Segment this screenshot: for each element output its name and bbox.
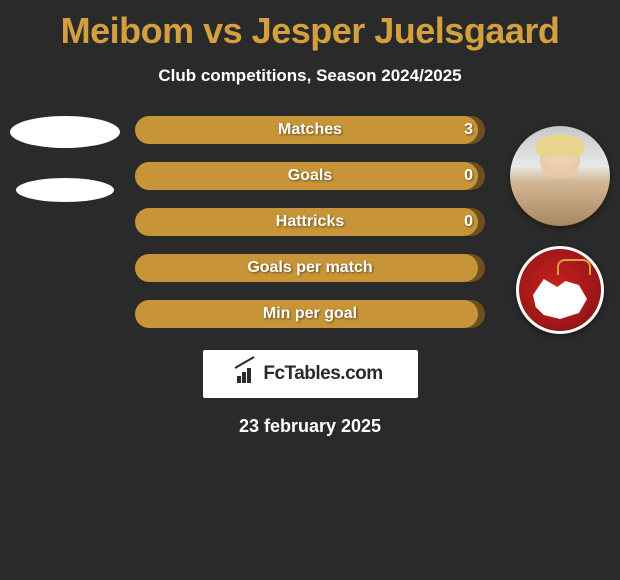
- left-player-column: [10, 116, 120, 202]
- page-title: Meibom vs Jesper Juelsgaard: [61, 10, 560, 52]
- stat-row-hattricks: Hattricks 0: [135, 208, 485, 236]
- left-club-badge-placeholder-icon: [16, 178, 114, 202]
- stat-row-matches: Matches 3: [135, 116, 485, 144]
- stat-label: Goals per match: [247, 259, 372, 277]
- stat-value-right: 0: [464, 213, 473, 231]
- comparison-area: Matches 3 Goals 0 Hattricks 0: [0, 116, 620, 437]
- right-player-column: [510, 126, 610, 334]
- stat-row-goals: Goals 0: [135, 162, 485, 190]
- stat-value-right: 0: [464, 167, 473, 185]
- left-player-avatar-placeholder-icon: [10, 116, 120, 148]
- right-club-badge-icon: [516, 246, 604, 334]
- stat-row-min-per-goal: Min per goal: [135, 300, 485, 328]
- subtitle: Club competitions, Season 2024/2025: [158, 66, 461, 86]
- comparison-infographic: Meibom vs Jesper Juelsgaard Club competi…: [0, 0, 620, 437]
- right-player-avatar-icon: [510, 126, 610, 226]
- stat-bars: Matches 3 Goals 0 Hattricks 0: [135, 116, 485, 328]
- brand-text: FcTables.com: [263, 363, 382, 385]
- stat-value-right: 3: [464, 121, 473, 139]
- stat-label: Goals: [288, 167, 332, 185]
- date-label: 23 february 2025: [239, 416, 381, 437]
- brand-badge: FcTables.com: [203, 350, 418, 398]
- stat-label: Matches: [278, 121, 342, 139]
- stat-label: Hattricks: [276, 213, 344, 231]
- stat-label: Min per goal: [263, 305, 357, 323]
- bar-chart-icon: [237, 365, 257, 383]
- stat-row-goals-per-match: Goals per match: [135, 254, 485, 282]
